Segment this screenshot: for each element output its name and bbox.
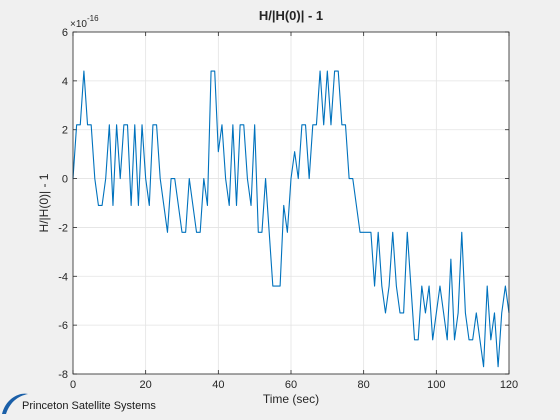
y-tick-label: -2	[58, 222, 68, 234]
series-line-0	[72, 70, 510, 368]
y-tick-label: 0	[62, 174, 68, 186]
y-axis-label: H/|H(0)| - 1	[37, 173, 51, 232]
y-tick-label: -8	[58, 369, 68, 381]
tick-labels: 0 20 40 60 80 100 120 -8 -6 -4 -2 0 2 4 6	[58, 27, 518, 391]
x-tick-label: 60	[285, 379, 297, 391]
y-exponent-power: -16	[87, 14, 99, 23]
x-tick-label: 40	[212, 379, 224, 391]
x-tick-label: 80	[358, 379, 370, 391]
y-exponent-base: ×10	[70, 19, 87, 30]
x-tick-label: 120	[500, 379, 518, 391]
y-tick-label: 6	[62, 27, 68, 39]
y-tick-label: 4	[62, 76, 68, 88]
x-axis-label: Time (sec)	[263, 392, 319, 406]
company-logo-text: Princeton Satellite Systems	[22, 400, 156, 412]
y-tick-label: -4	[58, 271, 68, 283]
y-tick-label: 2	[62, 125, 68, 137]
x-tick-label: 0	[70, 379, 76, 391]
x-tick-label: 100	[427, 379, 445, 391]
series-layer	[72, 70, 510, 368]
y-tick-label: -6	[58, 320, 68, 332]
x-tick-label: 20	[140, 379, 152, 391]
chart-title: H/|H(0)| - 1	[259, 8, 323, 23]
logo-swoosh-icon	[2, 393, 28, 414]
plot-frame	[72, 31, 510, 375]
